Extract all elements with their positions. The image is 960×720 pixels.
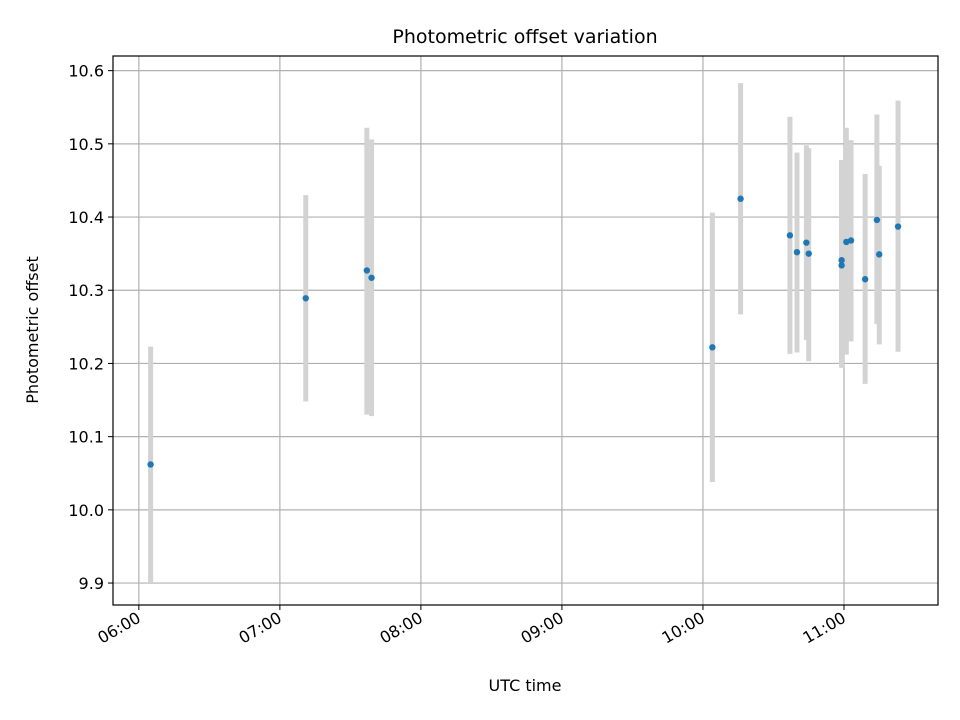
data-point	[803, 239, 810, 246]
data-point	[737, 195, 744, 202]
data-point	[786, 232, 794, 239]
x-axis-title: UTC time	[489, 676, 562, 695]
data-point	[368, 274, 375, 281]
y-tick-label: 10.6	[68, 62, 104, 81]
plot-frame	[112, 55, 939, 606]
data-point	[838, 257, 845, 264]
data-point	[363, 267, 371, 274]
y-axis: 9.9 10.0 10.1 10.2 10.3 10.4 10.5 10.6	[68, 62, 113, 593]
data-point	[861, 276, 869, 283]
y-tick-label: 10.3	[68, 281, 104, 300]
data-point	[793, 248, 801, 256]
y-tick-label: 10.4	[68, 208, 104, 227]
data-point	[894, 223, 902, 230]
y-axis-title: Photometric offset	[23, 256, 42, 404]
y-tick-label: 10.2	[68, 354, 104, 373]
data-point	[805, 250, 812, 257]
data-points	[147, 195, 902, 468]
data-point	[838, 262, 845, 269]
data-point	[302, 295, 309, 302]
data-point	[709, 344, 716, 351]
y-tick-label: 9.9	[79, 574, 104, 593]
y-tick-label: 10.5	[68, 135, 104, 154]
data-point	[873, 216, 881, 224]
data-point	[147, 461, 154, 468]
data-point	[847, 237, 855, 244]
chart-title: Photometric offset variation	[392, 26, 657, 48]
data-point	[876, 251, 883, 258]
y-tick-label: 10.0	[68, 501, 104, 520]
y-tick-label: 10.1	[68, 428, 104, 447]
